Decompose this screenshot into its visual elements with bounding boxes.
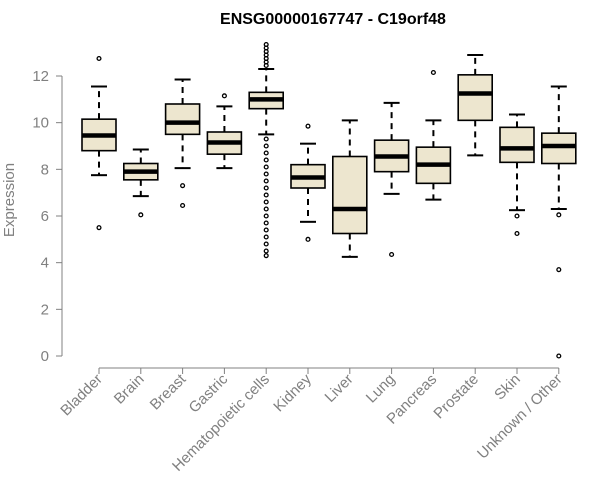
outlier-point bbox=[263, 41, 269, 48]
iqr-box bbox=[499, 126, 535, 164]
x-tick-label: Breast bbox=[147, 370, 190, 413]
outlier-point bbox=[263, 213, 269, 219]
outlier-point bbox=[263, 150, 269, 156]
box-gastric bbox=[206, 93, 243, 170]
box-breast bbox=[164, 78, 201, 209]
box-brain bbox=[123, 148, 159, 218]
outlier-point bbox=[263, 199, 269, 205]
chart-title: ENSG00000167747 - C19orf48 bbox=[220, 11, 446, 28]
y-tick-label: 6 bbox=[41, 208, 49, 225]
box-lung bbox=[373, 101, 410, 258]
outlier-point bbox=[514, 213, 520, 219]
x-tick-label: Lung bbox=[363, 371, 399, 407]
box-liver bbox=[331, 119, 368, 258]
outlier-point bbox=[138, 212, 144, 218]
outlier-point bbox=[305, 123, 311, 129]
outlier-point bbox=[263, 220, 269, 226]
outlier-point bbox=[305, 236, 311, 242]
outlier-point bbox=[389, 251, 395, 258]
outlier-point bbox=[556, 267, 562, 273]
outlier-point bbox=[96, 225, 102, 231]
outlier-point bbox=[263, 234, 269, 240]
iqr-box bbox=[457, 74, 494, 122]
outlier-point bbox=[263, 178, 269, 184]
x-tick-label: Brain bbox=[111, 371, 148, 408]
outlier-point bbox=[263, 241, 269, 247]
outlier-point bbox=[180, 183, 186, 189]
box-unknown-other bbox=[540, 85, 577, 359]
y-tick-label: 4 bbox=[41, 255, 49, 272]
outlier-point bbox=[556, 212, 562, 218]
x-tick-label: Kidney bbox=[270, 370, 315, 415]
outlier-point bbox=[96, 55, 102, 62]
y-tick-label: 0 bbox=[41, 348, 49, 365]
iqr-box bbox=[331, 155, 368, 235]
outlier-point bbox=[263, 136, 269, 142]
y-tick-label: 2 bbox=[41, 301, 49, 318]
y-axis: 0 2 4 6 8 10 12 bbox=[32, 68, 63, 365]
outlier-point bbox=[430, 69, 436, 76]
x-tick-label: Liver bbox=[322, 371, 357, 406]
box-kidney bbox=[290, 123, 326, 242]
x-tick-label: Bladder bbox=[57, 371, 106, 420]
outlier-point bbox=[263, 143, 269, 149]
outlier-point bbox=[514, 230, 520, 237]
outlier-point bbox=[263, 206, 269, 212]
box-skin bbox=[499, 113, 535, 237]
box-series bbox=[81, 41, 577, 359]
box-pancreas bbox=[415, 69, 452, 201]
iqr-box bbox=[540, 132, 577, 165]
box-hematopoietic-cells bbox=[248, 41, 284, 259]
y-axis-label: Expression bbox=[1, 163, 18, 237]
x-tick-label: Prostate bbox=[430, 371, 482, 423]
outlier-point bbox=[180, 202, 186, 209]
box-prostate bbox=[457, 54, 494, 157]
x-tick-label: Skin bbox=[491, 371, 524, 404]
y-tick-label: 12 bbox=[32, 68, 49, 85]
box-bladder bbox=[81, 55, 117, 231]
outlier-point bbox=[263, 185, 269, 191]
outlier-point bbox=[263, 192, 269, 198]
iqr-box bbox=[164, 103, 201, 136]
outlier-point bbox=[556, 353, 562, 359]
outlier-point bbox=[263, 164, 269, 170]
y-tick-label: 10 bbox=[32, 115, 49, 132]
outlier-point bbox=[221, 93, 227, 99]
outlier-point bbox=[263, 227, 269, 233]
y-tick-label: 8 bbox=[41, 161, 49, 178]
outlier-point bbox=[263, 253, 269, 259]
outlier-point bbox=[263, 248, 269, 254]
outlier-point bbox=[263, 171, 269, 177]
outlier-point bbox=[263, 157, 269, 163]
